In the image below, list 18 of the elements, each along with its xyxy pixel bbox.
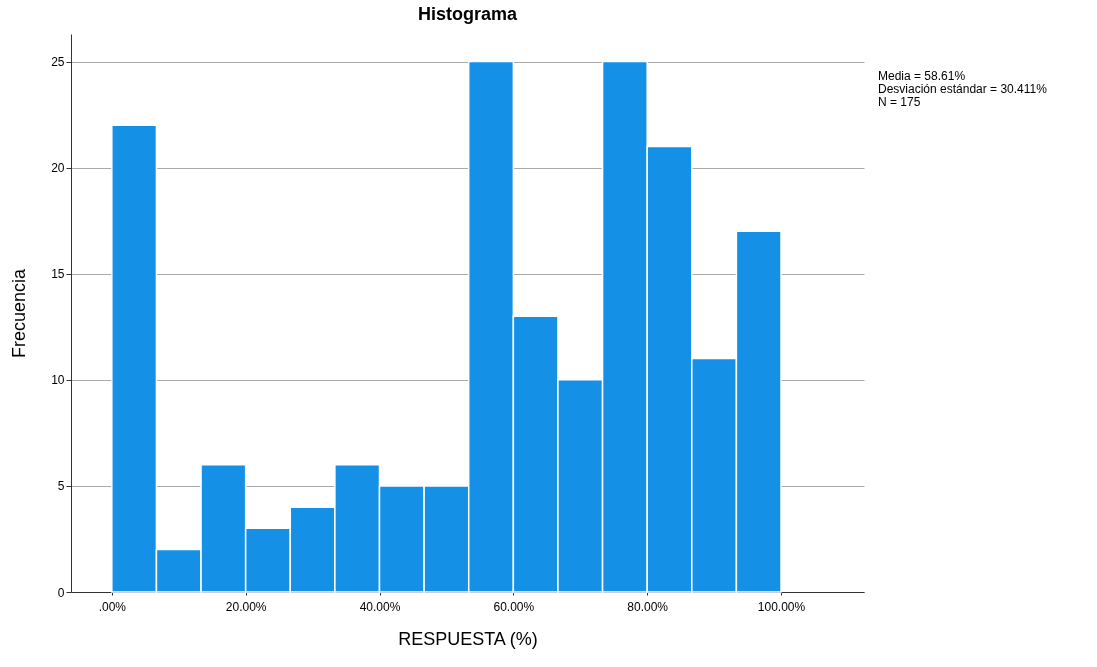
chart-title: Histograma [417,4,518,24]
y-tick-label: 20 [51,161,65,176]
text: Media = 58.61% [878,69,967,83]
x-tick-label: 60.00% [493,599,535,614]
y-tick-label: 25 [51,55,65,70]
x-axis-title: RESPUESTA (%) [398,628,538,649]
y-tick-label: 10 [51,373,65,388]
y-tick-label: 0 [57,585,65,600]
x-tick-label: 80.00% [627,599,669,614]
y-tick-label: 5 [57,479,65,494]
y-tick-label: 15 [51,267,65,282]
x-tick-label: 20.00% [225,599,267,614]
x-tick-label: .00% [98,599,127,614]
x-tick-label: 100.00% [757,599,806,614]
x-tick-label: 40.00% [359,599,401,614]
y-axis-title: Frecuencia [9,267,30,359]
text: Desviación estándar = 30.411% [878,82,1047,96]
text: N = 175 [878,95,922,109]
